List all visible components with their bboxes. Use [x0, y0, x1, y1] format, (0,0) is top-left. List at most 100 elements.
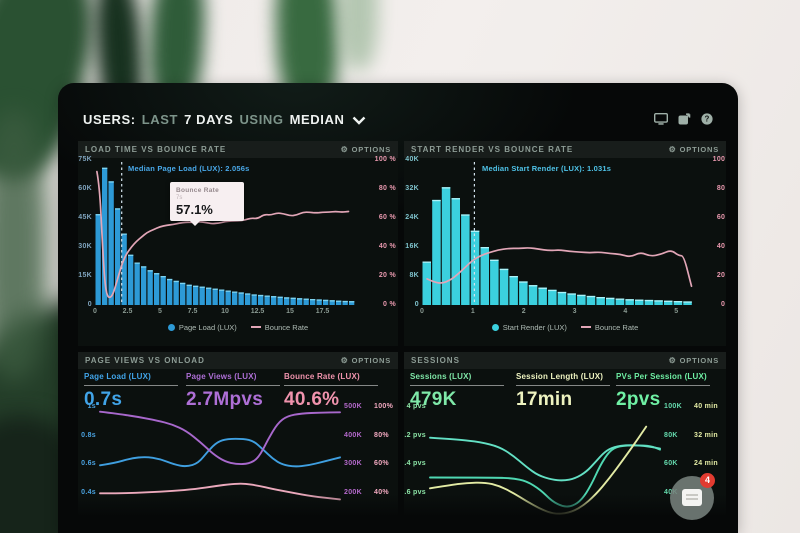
options-button[interactable]: ⚙ OPTIONS — [669, 145, 719, 154]
page-views-chart[interactable] — [99, 408, 341, 530]
options-button[interactable]: ⚙ OPTIONS — [341, 356, 391, 365]
axis-tick: 15K — [78, 272, 92, 279]
x-axis-tick: 5 — [158, 308, 162, 315]
x-axis-tick: 15 — [286, 308, 294, 315]
x-axis-tick: 2.5 — [122, 308, 133, 315]
axis-tick: 1.6 pvs — [404, 489, 426, 497]
options-button[interactable]: ⚙ OPTIONS — [669, 356, 719, 365]
line-series — [99, 482, 341, 501]
axis-tick: 2.4 pvs — [404, 460, 426, 468]
axis-tick: 100 % — [374, 156, 396, 163]
axis-tick: 8K — [409, 272, 419, 279]
start-render-chart[interactable] — [422, 160, 694, 306]
legend-label: Start Render (LUX) — [502, 323, 567, 332]
axis-tick: 40K — [405, 156, 419, 163]
legend-item[interactable]: Bounce Rate — [250, 323, 309, 332]
line-series — [429, 436, 661, 482]
notification-badge: 4 — [700, 473, 715, 488]
help-icon[interactable]: ? — [701, 113, 713, 125]
title-part: USING — [239, 112, 284, 127]
metric-label: Page Views (LUX) — [186, 372, 280, 386]
chat-widget-button[interactable]: 4 — [670, 473, 715, 520]
axis-tick: 60K — [78, 185, 92, 192]
panel-header: LOAD TIME VS BOUNCE RATE ⚙ OPTIONS — [78, 141, 398, 158]
x-axis-tick: 10 — [221, 308, 229, 315]
tooltip-subtitle: 7s — [176, 195, 183, 201]
gear-icon: ⚙ — [340, 144, 349, 154]
metric-value: 479K — [410, 389, 457, 410]
options-label: OPTIONS — [679, 356, 719, 365]
median-annotation: Median Page Load (LUX): 2.056s — [128, 164, 250, 173]
metric-value: 2pvs — [616, 389, 661, 410]
chart-legend: Start Render (LUX) Bounce Rate — [404, 323, 726, 332]
axis-tick: 100K 40 min — [664, 403, 718, 410]
y-axis-left: 4 pvs 3.2 pvs 2.4 pvs 1.6 pvs — [404, 403, 426, 497]
tooltip-value: 57.1% — [176, 202, 213, 217]
y-axis-right: 100 % 80 % 60 % 40 % 20 % 0 % — [362, 156, 396, 308]
panel-header: START RENDER VS BOUNCE RATE ⚙ OPTIONS — [404, 141, 726, 158]
legend-item[interactable]: Bounce Rate — [580, 323, 639, 332]
x-axis-tick: 7.5 — [187, 308, 198, 315]
title-part: MEDIAN — [289, 112, 345, 127]
panel-load-time-vs-bounce-rate: LOAD TIME VS BOUNCE RATE ⚙ OPTIONS 75K 60K… — [78, 141, 398, 346]
panel-header: SESSIONS ⚙ OPTIONS — [404, 352, 726, 369]
line-series — [426, 247, 693, 288]
metric-value: 0.7s — [84, 389, 123, 410]
options-button[interactable]: ⚙ OPTIONS — [341, 145, 391, 154]
line-series — [99, 410, 341, 465]
legend-dot-icon — [491, 324, 499, 331]
metric-label: Bounce Rate (LUX) — [284, 372, 378, 386]
metric-page-load: Page Load (LUX) 0.7s — [84, 372, 178, 411]
x-axis-tick: 17.5 — [315, 308, 330, 315]
axis-tick: 0.6s — [81, 460, 96, 468]
axis-tick: 400K 80% — [344, 431, 389, 439]
legend-item[interactable]: Start Render (LUX) — [491, 323, 567, 332]
x-axis-tick: 1 — [470, 308, 475, 315]
axis-tick: 40 % — [716, 243, 726, 250]
axis-tick: 60 % — [716, 214, 726, 221]
axis-tick: 200K 40% — [344, 489, 389, 497]
axis-tick: 0 % — [383, 301, 396, 308]
gear-icon: ⚙ — [668, 355, 677, 365]
chevron-down-icon — [352, 116, 365, 125]
metric-sessions: Sessions (LUX) 479K — [410, 372, 504, 411]
axis-tick: 24K — [405, 214, 419, 221]
axis-tick: 60 % — [378, 214, 396, 221]
chat-icon — [682, 489, 702, 506]
laptop-bottom-edge — [58, 494, 738, 533]
axis-tick: 80 % — [378, 185, 396, 192]
axis-tick: 3.2 pvs — [404, 431, 426, 439]
legend-label: Page Load (LUX) — [178, 323, 237, 332]
axis-tick: 20 % — [378, 272, 396, 279]
axis-tick: 30K — [78, 243, 92, 250]
bars-series — [95, 167, 355, 305]
y-axis-left: 75K 60K 45K 30K 15K 0 — [78, 156, 92, 308]
x-axis-tick: 3 — [572, 308, 577, 315]
plant-leaf — [340, 0, 378, 70]
y-axis-right: 500K 100% 400K 80% 300K 60% 200K 40% — [344, 403, 398, 497]
metric-label: Page Load (LUX) — [84, 372, 178, 386]
x-axis-tick: 4 — [623, 308, 628, 315]
axis-tick: 0 — [87, 301, 92, 308]
header-toolbar: ? — [654, 113, 713, 125]
y-axis-right: 100 % 80 % 60 % 40 % 20 % 0 % — [700, 156, 726, 308]
x-axis-tick: 5 — [674, 308, 679, 315]
axis-tick: 0.8s — [81, 431, 96, 439]
axis-tick: 32K — [405, 185, 419, 192]
axis-tick: 16K — [405, 243, 419, 250]
title-part: 7 DAYS — [184, 112, 234, 127]
x-axis: 0 1 2 3 4 5 — [404, 308, 726, 318]
y-axis-left: 40K 32K 24K 16K 8K 0 — [404, 156, 419, 308]
legend-item[interactable]: Page Load (LUX) — [167, 323, 237, 332]
axis-tick: 20 % — [716, 272, 726, 279]
share-icon[interactable] — [678, 113, 691, 125]
panel-title: LOAD TIME VS BOUNCE RATE — [85, 145, 227, 154]
axis-tick: 45K — [78, 214, 92, 221]
time-range-dropdown[interactable]: USERS: LAST 7 DAYS USING MEDIAN — [83, 112, 366, 127]
monitor-icon[interactable] — [654, 113, 668, 125]
metric-pvs-per-session: PVs Per Session (LUX) 2pvs — [616, 372, 710, 411]
load-time-chart[interactable] — [95, 160, 355, 305]
legend-label: Bounce Rate — [264, 323, 309, 332]
metric-value: 2.7Mpvs — [186, 389, 264, 410]
legend-label: Bounce Rate — [594, 323, 639, 332]
